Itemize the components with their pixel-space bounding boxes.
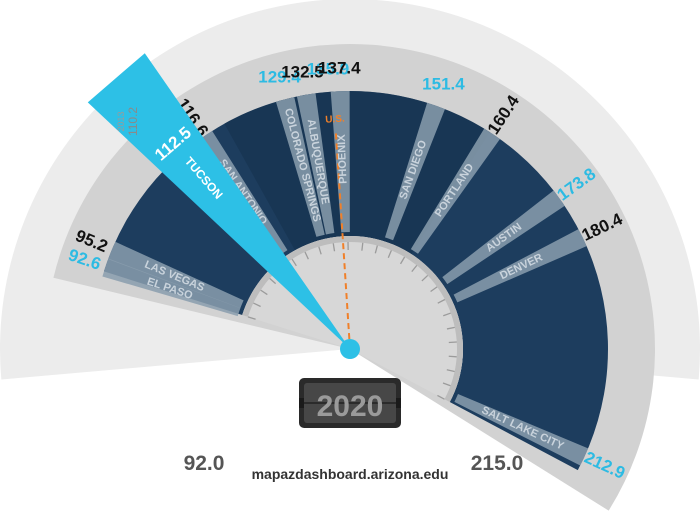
- city-ray: [108, 241, 244, 309]
- city-ray: [454, 394, 589, 466]
- hub-tick: [399, 256, 406, 265]
- city-name: PHOENIX: [336, 134, 350, 185]
- hub-tick: [361, 242, 364, 251]
- year-box-hinge-right: [396, 398, 401, 408]
- hub-tick: [318, 246, 322, 255]
- hub-tick: [448, 355, 457, 358]
- hub-tick: [446, 369, 455, 373]
- city-value-label: 132.5: [281, 63, 324, 82]
- previous-value: 110.2: [126, 107, 140, 136]
- city-rays: [102, 91, 589, 466]
- hub-tick: [442, 382, 451, 387]
- city-ray: [384, 102, 445, 241]
- city-value-label: 129.4: [258, 67, 301, 86]
- city-ray: [442, 190, 565, 285]
- hub-tick: [269, 277, 277, 285]
- city-ray: [296, 93, 335, 235]
- hub-tick: [332, 243, 336, 252]
- year-box-hinge-left: [299, 398, 304, 408]
- footer-url: mapazdashboard.arizona.edu: [252, 466, 449, 482]
- hub-tick: [260, 289, 268, 296]
- hub-tick: [421, 274, 429, 282]
- city-value-label: 135.9: [307, 59, 350, 78]
- range-min-label: 92.0: [184, 452, 225, 475]
- city-ray: [410, 128, 500, 254]
- city-ray: [102, 258, 241, 317]
- hub-tick: [437, 298, 446, 304]
- previous-year: 2013: [116, 111, 126, 131]
- city-value-label: 151.4: [422, 75, 465, 94]
- hub-tick: [387, 250, 392, 258]
- city-ray: [275, 97, 325, 237]
- hub-tick: [430, 286, 438, 293]
- hub-tick: [247, 316, 256, 320]
- hub-tick: [291, 258, 297, 267]
- hub-tick: [446, 326, 455, 330]
- hub-tick: [411, 265, 418, 273]
- range-max-label: 215.0: [471, 452, 524, 475]
- hub-tick: [448, 341, 457, 344]
- hub-tick: [374, 245, 378, 254]
- city-ray: [453, 229, 587, 303]
- hub-tick: [437, 394, 445, 400]
- range-labels: 92.0 215.0: [184, 452, 524, 475]
- city-value-label: 137.4: [318, 59, 361, 78]
- needle-pivot: [340, 339, 360, 359]
- us-average-marker: U.S.: [325, 113, 351, 350]
- year-display: 2020: [299, 378, 401, 428]
- year-text: 2020: [317, 390, 384, 423]
- needle-wedge: [87, 53, 351, 350]
- hub-tick: [253, 302, 261, 308]
- hub-tick: [304, 251, 309, 260]
- us-line: [334, 131, 351, 350]
- us-label: U.S.: [325, 113, 345, 125]
- hub-tick: [443, 312, 452, 317]
- city-ray: [330, 91, 350, 233]
